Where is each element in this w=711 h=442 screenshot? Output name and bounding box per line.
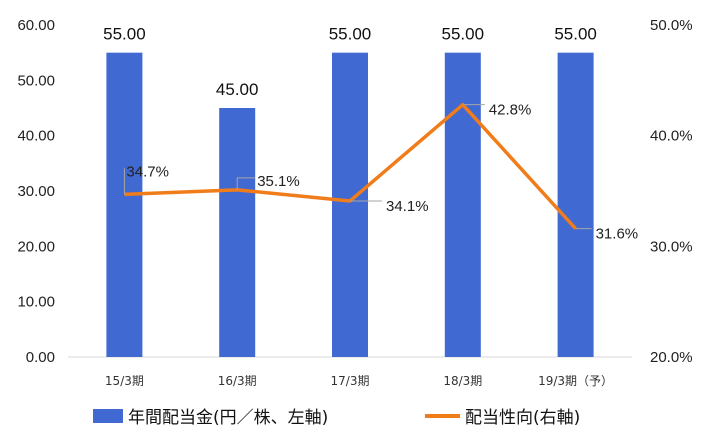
left-tick-label: 50.00	[17, 72, 55, 89]
right-tick-label: 30.0%	[650, 238, 693, 255]
bar	[332, 52, 368, 358]
x-tick-label: 17/3期	[331, 374, 370, 388]
bar-data-label: 55.00	[442, 25, 485, 44]
left-tick-label: 40.00	[17, 128, 55, 145]
x-tick-label: 15/3期	[105, 374, 144, 388]
legend-line-label: 配当性向(右軸)	[465, 408, 580, 428]
line-data-label: 42.8%	[489, 102, 532, 119]
right-tick-label: 50.0%	[650, 17, 693, 34]
right-tick-label: 20.0%	[650, 349, 693, 366]
bar	[219, 108, 256, 357]
legend-bar-swatch	[93, 409, 123, 423]
bar-data-labels: 55.00 45.00 55.00 55.00 55.00	[103, 25, 597, 99]
x-axis-ticks: 15/3期 16/3期 17/3期 18/3期 19/3期（予）	[105, 374, 613, 388]
left-tick-label: 0.00	[26, 349, 55, 366]
line-data-label: 34.1%	[386, 198, 429, 215]
bar-data-label: 55.00	[554, 25, 597, 44]
x-tick-label: 18/3期	[443, 374, 482, 388]
bar	[106, 52, 143, 358]
x-tick-label: 19/3期（予）	[538, 374, 613, 388]
legend: 年間配当金(円／株、左軸) 配当性向(右軸)	[93, 408, 580, 428]
line-data-label: 31.6%	[596, 226, 639, 243]
line-data-label: 34.7%	[126, 163, 169, 180]
x-tick-label: 16/3期	[218, 374, 257, 388]
left-tick-label: 60.00	[17, 17, 55, 34]
bar	[557, 52, 594, 358]
left-tick-label: 20.00	[17, 238, 55, 255]
left-tick-label: 10.00	[17, 294, 55, 311]
line-data-label: 35.1%	[257, 173, 300, 190]
bar-data-label: 45.00	[216, 80, 259, 99]
bar	[444, 52, 481, 358]
data-label-leader	[236, 177, 256, 190]
bar-data-label: 55.00	[329, 25, 372, 44]
bar-data-label: 55.00	[103, 25, 146, 44]
right-axis-ticks: 20.0% 30.0% 40.0% 50.0%	[650, 17, 693, 366]
right-tick-label: 40.0%	[650, 128, 693, 145]
bar-series	[106, 52, 594, 358]
line-series: 34.7% 35.1% 34.1% 42.8% 31.6%	[123, 102, 639, 243]
left-tick-label: 30.00	[17, 183, 55, 200]
left-axis-ticks: 0.00 10.00 20.00 30.00 40.00 50.00 60.00	[17, 17, 55, 366]
legend-bar-label: 年間配当金(円／株、左軸)	[128, 408, 328, 428]
